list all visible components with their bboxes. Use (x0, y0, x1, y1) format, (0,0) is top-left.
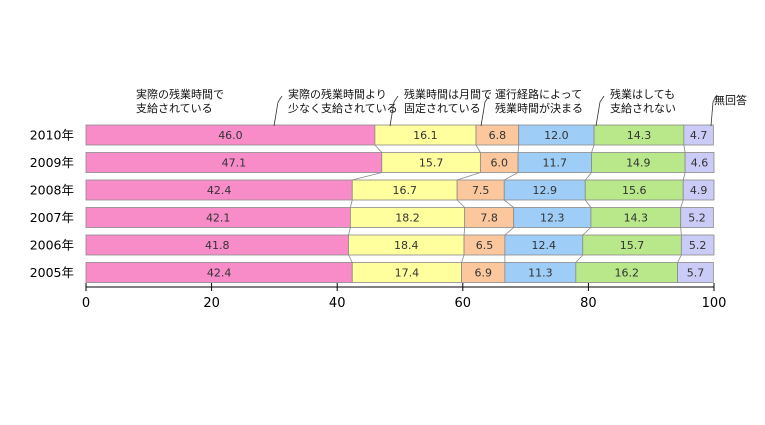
data-label: 4.7 (690, 129, 708, 142)
data-label: 12.9 (533, 184, 558, 197)
connector-line (457, 172, 481, 181)
connector-line (680, 227, 682, 236)
y-tick-label: 2009年 (30, 155, 74, 170)
connector-line (348, 254, 353, 263)
data-label: 6.5 (476, 239, 494, 252)
legend-label: 残業時間は月間で (404, 87, 492, 101)
data-label: 14.3 (624, 212, 649, 225)
data-label: 17.4 (395, 267, 420, 280)
data-label: 11.3 (528, 267, 553, 280)
data-label: 47.1 (222, 157, 247, 170)
connector-line (677, 254, 682, 263)
connector-line (348, 227, 351, 236)
connector-line (683, 144, 686, 153)
data-label: 5.2 (689, 239, 707, 252)
bar-segment (680, 234, 715, 256)
data-label: 46.0 (218, 129, 243, 142)
data-label: 5.7 (687, 267, 705, 280)
connector-line (350, 199, 353, 208)
data-label: 6.8 (489, 129, 507, 142)
legend-leader-line (273, 95, 283, 127)
legend-leader-line (595, 95, 605, 127)
data-label: 5.2 (688, 212, 706, 225)
data-label: 42.1 (206, 212, 231, 225)
legend-label: 支給されない (610, 101, 676, 115)
bar-segment (684, 152, 715, 173)
legend-label: 残業はしても (610, 87, 675, 101)
connector-line (582, 227, 592, 236)
legend-leader-line (710, 95, 717, 127)
y-tick-label: 2010年 (30, 128, 74, 143)
x-axis: 0 20 40 60 80 100 (82, 283, 727, 311)
connector-line (591, 144, 595, 153)
y-tick-label: 2006年 (30, 238, 74, 253)
connector-line (584, 199, 592, 208)
connector-line (352, 172, 382, 181)
bars-layer: 46.0 16.1 6.8 12.0 14.3 4.7 47.1 15.7 6.0 11.7 14.… (85, 124, 715, 283)
data-label: 11.7 (543, 157, 568, 170)
data-label: 15.7 (419, 157, 444, 170)
data-label: 7.5 (472, 184, 490, 197)
data-label: 7.8 (480, 212, 498, 225)
data-label: 6.9 (474, 267, 492, 280)
x-tick-label: 60 (455, 296, 472, 311)
connector-line (456, 199, 465, 208)
connector-line (680, 199, 684, 208)
data-label: 12.4 (532, 239, 557, 252)
bar-segment (683, 124, 714, 146)
data-label: 42.4 (207, 184, 232, 197)
data-label: 14.3 (627, 129, 652, 142)
data-label: 15.6 (622, 184, 647, 197)
data-label: 16.7 (392, 184, 417, 197)
legend-label: 運行経路によって (495, 88, 582, 101)
legend-label: 固定されている (404, 101, 481, 115)
x-tick-label: 20 (203, 296, 220, 311)
data-label: 18.2 (395, 212, 420, 225)
connector-line (475, 144, 481, 153)
data-label: 42.4 (207, 267, 232, 280)
connector-line (461, 254, 465, 263)
x-tick-label: 0 (82, 296, 90, 311)
connector-line (504, 227, 514, 236)
y-tick-label: 2007年 (30, 210, 74, 225)
bar-segment (680, 207, 714, 228)
x-tick-label: 40 (329, 296, 346, 311)
legend-label: 実際の残業時間より (288, 87, 387, 101)
legend-label: 残業時間が決まる (495, 101, 583, 115)
legend-label: 支給されている (136, 101, 213, 115)
data-label: 12.3 (540, 212, 565, 225)
connector-line (463, 227, 466, 236)
y-axis-labels: 2010年 2009年 2008年 2007年 2006年 2005年 (30, 128, 74, 281)
data-label: 15.7 (620, 239, 645, 252)
legend-label: 実際の残業時間で (136, 87, 224, 101)
data-label: 12.0 (544, 129, 569, 142)
data-label: 16.1 (413, 129, 438, 142)
data-label: 4.9 (690, 184, 708, 197)
bar-segment (682, 179, 715, 201)
y-tick-label: 2005年 (30, 265, 74, 280)
legend-leader-line (389, 95, 399, 127)
connector-line (504, 172, 519, 181)
legend-label: 少なく支給されている (288, 101, 398, 115)
data-label: 18.4 (394, 239, 419, 252)
connector-line (374, 144, 383, 153)
connector-line (584, 172, 592, 181)
connector-line (517, 144, 520, 153)
x-tick-label: 80 (580, 296, 597, 311)
bar-segment (677, 262, 714, 283)
data-label: 14.9 (626, 157, 651, 170)
data-label: 41.8 (205, 239, 230, 252)
connector-line (575, 254, 584, 263)
connector-line (682, 172, 686, 181)
legend-label: 無回答 (714, 93, 747, 107)
data-label: 4.6 (691, 157, 709, 170)
y-tick-label: 2008年 (30, 183, 74, 198)
data-label: 6.0 (490, 157, 508, 170)
legend-leader-line (480, 95, 490, 127)
connector-line (503, 199, 514, 208)
x-tick-label: 100 (702, 296, 727, 311)
data-label: 16.2 (614, 267, 639, 280)
